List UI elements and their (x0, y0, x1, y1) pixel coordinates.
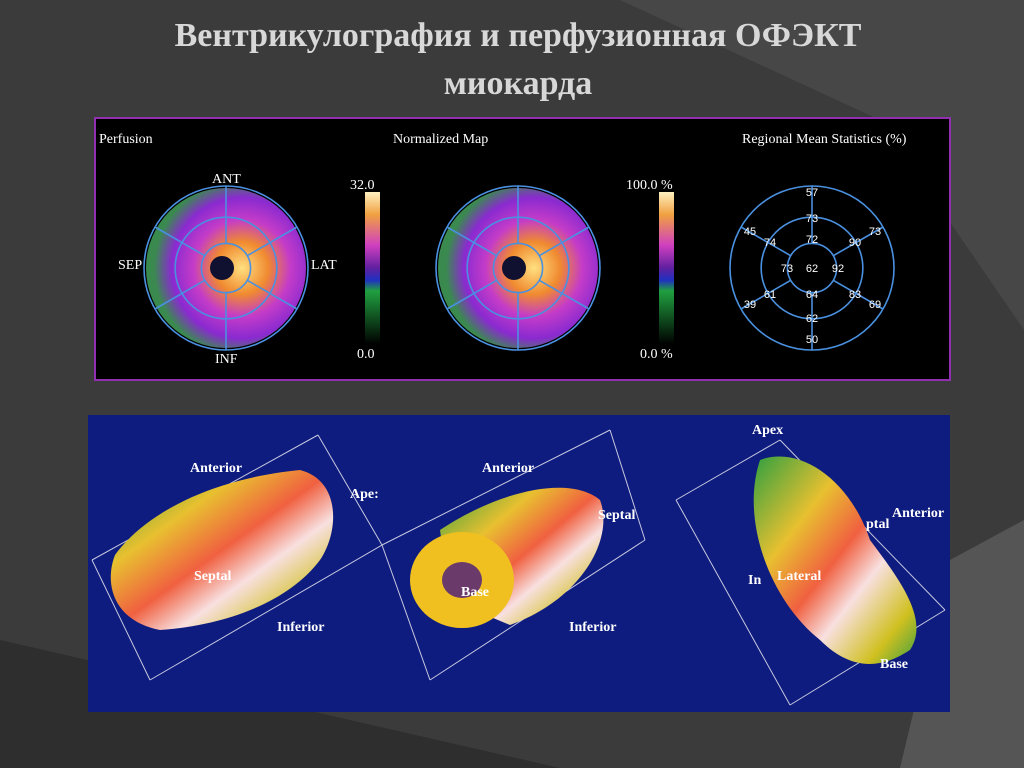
polar-panel: Perfusion Normalized Map Regional Mean S… (94, 117, 951, 381)
segment-value: 39 (744, 299, 756, 311)
view-label: Septal (194, 569, 231, 584)
segment-value: 50 (806, 334, 818, 346)
view-label: Base (461, 585, 489, 600)
segment-value: 73 (781, 263, 793, 275)
segment-value: 69 (869, 299, 881, 311)
segment-value: 83 (849, 289, 861, 301)
panel-label: Normalized Map (393, 132, 488, 147)
spoke (154, 226, 206, 257)
panel-label: Perfusion (99, 132, 153, 147)
scale-label: 32.0 (350, 178, 375, 193)
segment-value: 74 (764, 237, 776, 249)
title-line: миокарда (444, 65, 592, 102)
segment-value: 62 (806, 313, 818, 325)
direction-label: INF (215, 352, 238, 367)
title-line: Вентрикулография и перфузионная ОФЭКТ (175, 17, 862, 54)
spoke (832, 279, 884, 310)
view-label: Anterior (482, 461, 534, 476)
view-label: In (748, 573, 761, 588)
spoke (538, 279, 590, 310)
view-label: Inferior (569, 620, 616, 635)
color-bar (365, 192, 380, 344)
spoke (246, 279, 298, 310)
heart-render (753, 456, 917, 664)
map-center (210, 256, 234, 280)
view-label: Lateral (777, 569, 821, 584)
spoke (740, 279, 792, 310)
view-label: Apex (752, 423, 783, 438)
segment-value: 57 (806, 187, 818, 199)
view-label: Septal (598, 508, 635, 523)
wireframe (91, 429, 946, 706)
segment-value: 64 (806, 289, 818, 301)
segment-value: 92 (832, 263, 844, 275)
segment-value: 72 (806, 234, 818, 246)
view-label: Ape: (350, 487, 379, 502)
spoke (446, 226, 498, 257)
segment-value: 90 (849, 237, 861, 249)
heart-cavity (442, 562, 482, 598)
direction-label: ANT (212, 172, 241, 187)
map-grid (435, 185, 601, 351)
color-bar (659, 192, 674, 344)
segment-value: 73 (806, 213, 818, 225)
spoke (832, 226, 884, 257)
scale-label: 100.0 % (626, 178, 673, 193)
segment-value: 62 (806, 263, 818, 275)
segment-value: 73 (869, 226, 881, 238)
map-grid (143, 185, 309, 351)
direction-label: LAT (311, 258, 337, 273)
spoke (446, 279, 498, 310)
bg-shape (620, 0, 1024, 330)
spoke (246, 226, 298, 257)
direction-label: SEP (118, 258, 142, 273)
map-center (502, 256, 526, 280)
view-label: Base (880, 657, 908, 672)
panel-label: Regional Mean Statistics (%) (742, 132, 907, 147)
heart-render (110, 470, 334, 630)
render-panel: Anterior Ape: Septal Inferior Anterior S… (88, 415, 950, 712)
segment-value: 45 (744, 226, 756, 238)
spoke (740, 226, 792, 257)
view-label: Inferior (277, 620, 324, 635)
scale-label: 0.0 % (640, 347, 673, 362)
spoke (154, 279, 206, 310)
view-label: Anterior (892, 506, 944, 521)
view-label: Anterior (190, 461, 242, 476)
scale-label: 0.0 (357, 347, 375, 362)
segment-value: 61 (764, 289, 776, 301)
spoke (538, 226, 590, 257)
view-label: ptal (866, 517, 889, 532)
